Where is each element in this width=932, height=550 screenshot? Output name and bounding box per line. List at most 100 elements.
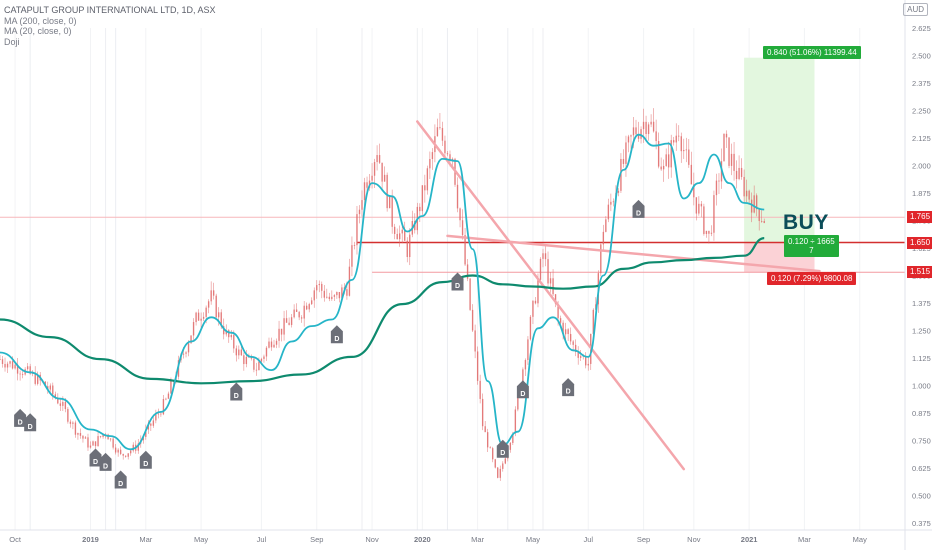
candle-body xyxy=(544,253,547,260)
x-tick-label: Nov xyxy=(365,535,379,544)
legend-doji[interactable]: Doji xyxy=(4,36,20,47)
doji-marker-shape xyxy=(14,408,27,427)
candle-body xyxy=(652,121,655,132)
candle-body xyxy=(572,341,574,345)
doji-marker-shape xyxy=(114,470,127,489)
candle-body xyxy=(87,437,89,448)
candle-body xyxy=(250,357,253,359)
candle-body xyxy=(474,330,476,352)
candle-body xyxy=(165,398,167,400)
y-tick-label: 0.875 xyxy=(912,409,931,418)
candle-body xyxy=(557,303,559,319)
candle-body xyxy=(290,317,293,325)
candle-body xyxy=(755,195,758,210)
candle-body xyxy=(421,185,424,212)
doji-marker: D xyxy=(230,382,243,401)
legend-title: CATAPULT GROUP INTERNATIONAL LTD, 1D, AS… xyxy=(4,5,216,15)
candle-body xyxy=(92,441,94,446)
y-tick-label: 1.250 xyxy=(912,327,931,336)
doji-marker: D xyxy=(496,439,509,458)
candle-body xyxy=(130,450,132,454)
candle-body xyxy=(577,352,579,358)
currency-badge[interactable]: AUD xyxy=(903,3,928,16)
candle-body xyxy=(502,463,504,469)
candle-body xyxy=(625,142,627,164)
candle-body xyxy=(182,353,185,355)
candle-body xyxy=(562,322,564,335)
candle-body xyxy=(685,149,687,151)
candle-body xyxy=(688,149,690,165)
ma200-line xyxy=(0,237,765,385)
candle-body xyxy=(280,328,283,335)
legend-ma200[interactable]: MA (200, close, 0) xyxy=(4,15,77,26)
candle-body xyxy=(109,438,112,440)
candle-body xyxy=(195,312,197,323)
doji-marker: D xyxy=(24,413,37,432)
candle-body xyxy=(210,290,212,302)
candle-body xyxy=(499,468,501,478)
doji-marker-letter: D xyxy=(520,391,525,398)
doji-marker-shape xyxy=(451,272,464,291)
candle-body xyxy=(645,121,647,135)
candle-body xyxy=(471,309,474,331)
y-tick-label: 2.500 xyxy=(912,52,931,61)
candle-body xyxy=(753,195,755,213)
candle-body xyxy=(255,369,258,371)
candle-body xyxy=(399,233,401,240)
candle-body xyxy=(371,175,373,181)
candle-body xyxy=(358,209,361,215)
candle-body xyxy=(16,364,19,374)
candle-body xyxy=(351,245,353,267)
candle-body xyxy=(207,301,210,308)
candle-body xyxy=(338,292,341,299)
candle-body xyxy=(187,343,190,353)
candle-body xyxy=(157,413,160,415)
candle-body xyxy=(476,351,479,381)
candle-body xyxy=(564,329,567,335)
candle-body xyxy=(215,295,217,318)
candle-body xyxy=(373,162,376,176)
doji-marker-letter: D xyxy=(18,419,23,426)
candle-body xyxy=(675,135,677,143)
candle-body xyxy=(695,197,698,214)
candle-body xyxy=(680,136,682,152)
candle-body xyxy=(703,206,705,234)
candle-body xyxy=(114,447,117,453)
y-tick-label: 0.500 xyxy=(912,492,931,501)
x-tick-label: May xyxy=(194,535,208,544)
candle-body xyxy=(155,414,157,421)
legend-ma20[interactable]: MA (20, close, 0) xyxy=(4,26,72,36)
candle-body xyxy=(642,121,645,130)
candle-body xyxy=(288,322,290,325)
doji-marker-letter: D xyxy=(636,210,641,217)
trendline xyxy=(446,234,821,273)
candle-body xyxy=(748,190,750,200)
stop-label: 0.120 (7.29%) 9800.08 xyxy=(767,272,857,285)
candle-body xyxy=(655,131,657,142)
candle-body xyxy=(585,355,587,366)
candle-body xyxy=(47,386,49,390)
candle-body xyxy=(112,438,114,448)
doji-marker: D xyxy=(14,408,27,427)
candle-body xyxy=(529,316,532,340)
candle-body xyxy=(233,334,235,349)
candle-body xyxy=(361,200,363,210)
candle-body xyxy=(190,335,192,344)
candle-body xyxy=(466,264,469,279)
x-tick-label: Oct xyxy=(9,535,22,544)
doji-marker-letter: D xyxy=(455,283,460,290)
candle-body xyxy=(79,433,82,436)
doji-marker-shape xyxy=(139,450,152,469)
candle-body xyxy=(527,339,529,361)
candle-body xyxy=(393,226,396,234)
candle-body xyxy=(57,397,59,404)
candle-body xyxy=(323,290,325,298)
candle-body xyxy=(333,295,336,297)
candle-body xyxy=(665,154,667,166)
candle-body xyxy=(69,421,72,424)
candle-body xyxy=(223,326,225,335)
candle-body xyxy=(532,300,534,317)
candle-body xyxy=(622,158,625,164)
x-tick-label: May xyxy=(853,535,867,544)
